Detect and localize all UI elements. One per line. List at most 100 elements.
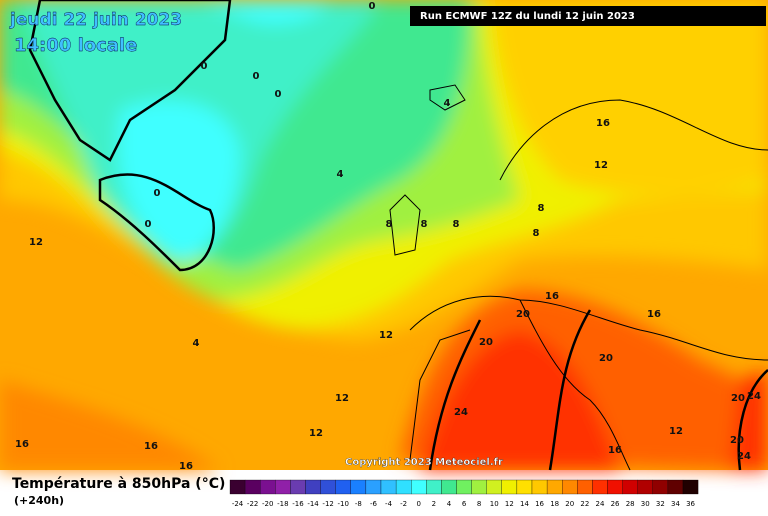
scale-label: -20: [262, 500, 273, 508]
contour-label: 4: [444, 98, 451, 109]
scale-label: 4: [447, 500, 452, 508]
color-swatch: [486, 479, 502, 495]
time: 14:00 locale: [14, 35, 137, 56]
contour-label: 16: [608, 445, 622, 456]
scale-label: 0: [417, 500, 421, 508]
contour-label: 16: [596, 118, 610, 129]
scale-label: 2: [432, 500, 436, 508]
contour-label: 12: [29, 237, 43, 248]
color-swatch: [290, 479, 306, 495]
scale-label: -14: [307, 500, 319, 508]
color-swatch: [682, 479, 699, 495]
run-box: [410, 6, 766, 26]
contour-label: 8: [386, 219, 393, 230]
contour-label: 12: [335, 393, 349, 404]
contour-label: 24: [454, 407, 468, 418]
contour-label: 20: [731, 393, 745, 404]
scale-label: -12: [322, 500, 333, 508]
color-swatch: [516, 479, 533, 495]
contour-label: 16: [144, 441, 158, 452]
contour-label: 16: [647, 309, 661, 320]
color-scale: -24 -22 -20 -18 -16 -14 -12 -10 -8 -6 -4 -2 0 2 4 6 8 10 1…: [229, 479, 699, 508]
contour-label: 12: [594, 160, 608, 171]
contour-label: 20: [479, 337, 493, 348]
scale-label: -24: [232, 500, 244, 508]
scale-label: 16: [535, 500, 544, 508]
contour-label: 0: [154, 188, 161, 199]
contour-label: 8: [533, 228, 540, 239]
scale-label: 18: [550, 500, 559, 508]
scale-label: -22: [247, 500, 258, 508]
color-swatch: [456, 479, 472, 495]
copyright: Copyright 2023 Meteociel.fr: [345, 457, 503, 468]
scale-label: 12: [505, 500, 514, 508]
color-swatch: [411, 479, 427, 495]
color-swatch: [380, 479, 397, 495]
scale-label: -6: [370, 500, 378, 508]
scale-label: 10: [490, 500, 499, 508]
color-swatch: [531, 479, 548, 495]
contour-label: 12: [379, 330, 393, 341]
scale-label: 24: [595, 500, 604, 508]
contour-label: 0: [253, 71, 260, 82]
contour-label: 20: [730, 435, 744, 446]
scale-label: 22: [580, 500, 589, 508]
scale-label: -8: [355, 500, 362, 508]
color-swatch: [395, 479, 412, 495]
color-swatch: [622, 479, 638, 495]
footer-lead: (+240h): [14, 494, 64, 507]
map: [0, 0, 768, 471]
color-swatch: [652, 479, 669, 495]
scale-label: 30: [641, 500, 650, 508]
contour-labels: 0 0 0 0 0 0 4 4 4 8 8 8 8 8 12 12 12 12 …: [15, 1, 761, 472]
color-swatch: [441, 479, 457, 495]
footer-title: Température à 850hPa (°C): [12, 476, 225, 492]
date: jeudi 22 juin 2023: [9, 10, 182, 30]
contour-label: 8: [538, 203, 545, 214]
contour-label: 0: [145, 219, 152, 230]
scale-label: 32: [656, 500, 665, 508]
color-swatch: [471, 479, 487, 495]
color-swatch: [350, 479, 367, 495]
color-swatch: [229, 479, 246, 495]
color-swatch: [426, 479, 442, 495]
scale-label: -2: [400, 500, 407, 508]
scale-label: 26: [611, 500, 620, 508]
color-swatch: [607, 479, 623, 495]
scale-label: -18: [277, 500, 288, 508]
color-swatch: [320, 479, 336, 495]
scale-label: 8: [477, 500, 481, 508]
color-swatch: [260, 479, 276, 495]
contour-label: 4: [193, 338, 200, 349]
color-swatch: [501, 479, 518, 495]
color-swatch: [244, 479, 261, 495]
contour-label: 4: [337, 169, 344, 180]
scale-label: -10: [338, 500, 349, 508]
contour-label: 0: [201, 61, 208, 72]
color-swatch: [562, 479, 578, 495]
contour-label: 16: [179, 461, 193, 472]
contour-label: 16: [15, 439, 29, 450]
scale-label: -16: [292, 500, 304, 508]
color-swatch: [365, 479, 382, 495]
contour-label: 8: [421, 219, 428, 230]
scale-label: -4: [385, 500, 393, 508]
contour-label: 0: [275, 89, 282, 100]
color-swatch: [275, 479, 291, 495]
contour-label: 8: [453, 219, 460, 230]
scale-label: 28: [626, 500, 635, 508]
scale-label: 20: [565, 500, 574, 508]
scale-label: 36: [686, 500, 695, 508]
contour-label: 12: [309, 428, 323, 439]
color-swatch: [335, 479, 351, 495]
contour-label: 16: [545, 291, 559, 302]
color-swatch: [637, 479, 653, 495]
color-swatch: [546, 479, 563, 495]
scale-label: 14: [520, 500, 529, 508]
contour-label: 24: [737, 451, 751, 462]
scale-label: 6: [462, 500, 467, 508]
contour-label: 0: [369, 1, 376, 12]
scale-label: 34: [671, 500, 680, 508]
run: Run ECMWF 12Z du lundi 12 juin 2023: [420, 11, 635, 22]
